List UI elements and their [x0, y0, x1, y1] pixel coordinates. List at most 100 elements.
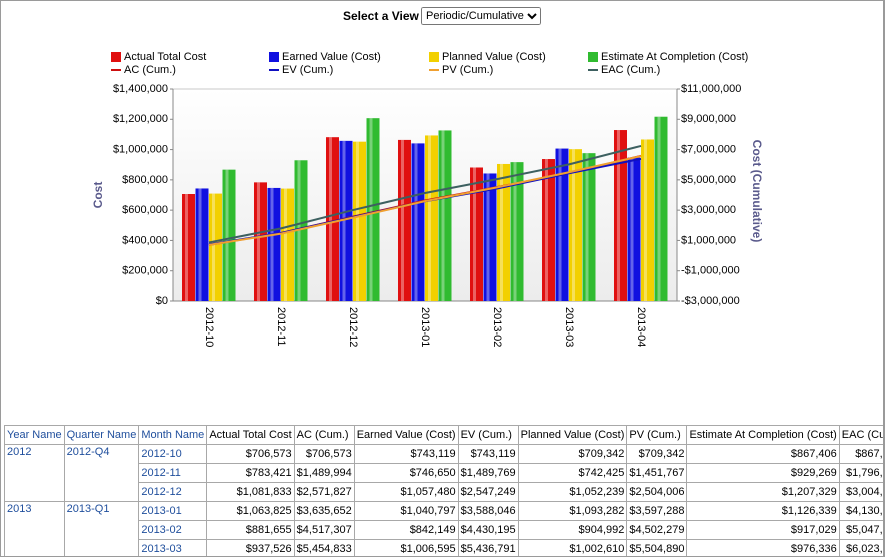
bar: [614, 130, 627, 301]
value-cell: $2,571,827: [293, 482, 355, 502]
value-cell: $1,057,480: [353, 482, 459, 502]
y-tick-label: $1,400,000: [113, 83, 168, 95]
bar: [182, 194, 195, 301]
value-cell: $743,119: [457, 444, 519, 464]
bar-shine: [473, 167, 476, 301]
value-cell: $3,588,046: [457, 501, 519, 521]
bar-shine: [558, 148, 562, 301]
bar-shine: [486, 173, 490, 301]
table-row: 2012 2012-Q4 2012-10 $706,573 $706,573 $743,1…: [4, 444, 883, 502]
x-tick-label: 2012-10: [203, 307, 215, 347]
x-tick-label: 2012-12: [347, 307, 359, 347]
value-cell: $1,006,595: [353, 539, 459, 556]
y-tick-label: $200,000: [122, 265, 168, 277]
y-tick-label: $400,000: [122, 234, 168, 246]
quarter-cell: 2013-Q1: [63, 501, 140, 556]
view-select[interactable]: Periodic/Cumulative: [421, 7, 541, 25]
bar-shine: [198, 188, 202, 301]
month-cell: 2012-11: [138, 463, 208, 483]
bar: [222, 169, 236, 301]
value-cell: $1,207,329: [686, 482, 840, 502]
y2-tick-label: $1,000,000: [681, 234, 736, 246]
bar: [209, 193, 222, 301]
bar: [483, 173, 497, 301]
bar-shine: [257, 182, 260, 301]
column-header: PV (Cum.): [626, 425, 688, 445]
value-cell: $2,504,006: [626, 482, 688, 502]
value-cell: $709,342: [517, 444, 628, 464]
value-cell: $709,342: [626, 444, 688, 464]
value-cell: $3,597,288: [626, 501, 688, 521]
bar: [627, 157, 641, 301]
bar: [497, 163, 510, 301]
bar: [569, 149, 582, 301]
table-row: 2012-11 $783,421 $1,489,994 $746,650 $1,489,…: [5, 463, 883, 483]
bar: [195, 188, 209, 301]
bar-shine: [185, 194, 188, 301]
bar: [366, 118, 380, 301]
bar-shine: [414, 143, 418, 301]
bar-shine: [585, 153, 589, 301]
x-tick-label: 2013-01: [419, 307, 431, 347]
y-tick-label: $1,000,000: [113, 143, 168, 155]
bar: [398, 139, 411, 301]
column-header: Planned Value (Cost): [517, 425, 628, 445]
y2-tick-label: -$3,000,000: [681, 295, 740, 307]
quarter-cell: 2012-Q4: [63, 444, 140, 502]
bar: [281, 188, 294, 301]
legend-label: EV (Cum.): [282, 64, 333, 76]
x-tick-label: 2013-02: [491, 307, 503, 347]
value-cell: $4,430,195: [457, 520, 519, 540]
y-tick-label: $600,000: [122, 204, 168, 216]
value-cell: $1,040,797: [353, 501, 459, 521]
x-tick-label: 2012-11: [275, 307, 287, 347]
x-tick-label: 2013-03: [563, 307, 575, 347]
line: [208, 144, 642, 244]
month-cell: 2012-12: [138, 482, 208, 502]
value-cell: $743,119: [353, 444, 459, 464]
bar: [555, 148, 569, 301]
y2-tick-label: $3,000,000: [681, 204, 736, 216]
value-cell: $5,047,373: [838, 520, 883, 540]
value-cell: $1,052,239: [517, 482, 628, 502]
column-header: EV (Cum.): [457, 425, 519, 445]
y2-tick-label: $7,000,000: [681, 143, 736, 155]
bar-shine: [284, 188, 287, 301]
y-tick-label: $800,000: [122, 174, 168, 186]
value-cell: $1,002,610: [517, 539, 628, 556]
bar: [582, 153, 596, 301]
value-cell: $1,126,339: [686, 501, 840, 521]
value-cell: $1,081,833: [206, 482, 295, 502]
data-table: Year Name Quarter Name Month Name Actual To…: [4, 425, 883, 556]
value-cell: $1,093,282: [517, 501, 628, 521]
value-cell: $5,504,890: [626, 539, 688, 556]
month-cell: 2013-03: [138, 539, 208, 556]
bar: [294, 160, 308, 301]
value-cell: $937,526: [206, 539, 295, 556]
bar-shine: [630, 157, 634, 301]
value-cell: $706,573: [206, 444, 295, 464]
value-cell: $904,992: [517, 520, 628, 540]
value-cell: $929,269: [686, 463, 840, 483]
value-cell: $1,063,825: [206, 501, 295, 521]
bar: [353, 141, 366, 301]
value-cell: $4,502,279: [626, 520, 688, 540]
y-tick-label: $1,200,000: [113, 113, 168, 125]
value-cell: $706,573: [293, 444, 355, 464]
y2-tick-label: $9,000,000: [681, 113, 736, 125]
bar-shine: [644, 139, 647, 301]
value-cell: $4,130,343: [838, 501, 883, 521]
bar: [254, 182, 267, 301]
bar-shine: [500, 163, 503, 301]
table-row: 2013-03 $937,526 $5,454,833 $1,006,595 $5,43…: [5, 539, 883, 556]
month-cell: 2013-01: [138, 501, 208, 521]
bar: [641, 139, 654, 301]
bar: [438, 130, 452, 301]
value-cell: $3,004,004: [838, 482, 883, 502]
bar-shine: [329, 137, 332, 301]
legend-swatch: [111, 52, 121, 62]
legend-label: EAC (Cum.): [601, 64, 660, 76]
bar: [411, 143, 425, 301]
month-cell: 2012-10: [138, 444, 208, 464]
